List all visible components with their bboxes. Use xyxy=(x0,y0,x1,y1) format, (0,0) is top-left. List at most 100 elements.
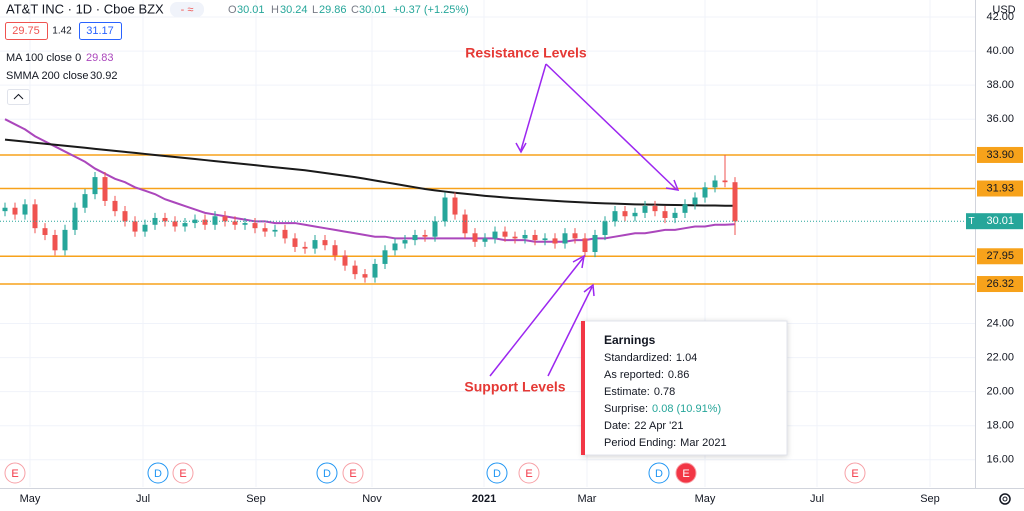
moving-average xyxy=(4,138,735,207)
candle-body xyxy=(152,217,158,225)
candle-body xyxy=(342,255,348,266)
candle-body xyxy=(562,233,568,244)
moving-average xyxy=(4,118,736,243)
candle-body xyxy=(542,238,548,241)
candle-body xyxy=(532,234,538,241)
x-tick-label: Sep xyxy=(246,493,266,505)
candle-body xyxy=(362,274,368,278)
candle-body xyxy=(442,197,448,222)
earnings-popup xyxy=(582,320,788,456)
candle-body xyxy=(82,194,88,208)
candle-body xyxy=(12,207,18,215)
low-label: L xyxy=(312,4,318,16)
resistance-label: Resistance Levels xyxy=(465,45,587,61)
arrow xyxy=(520,63,547,151)
candle-body xyxy=(452,197,458,215)
event-marker[interactable] xyxy=(172,462,194,484)
earnings-accent xyxy=(581,321,585,455)
x-tick-label: Nov xyxy=(362,493,382,505)
candle-body xyxy=(662,211,668,218)
level-label: 27.95 xyxy=(986,250,1014,262)
annotation-arrows xyxy=(489,63,680,377)
candle-body xyxy=(702,187,708,198)
candle-body xyxy=(252,223,258,229)
candle-body xyxy=(462,214,468,234)
event-marker[interactable] xyxy=(4,462,26,484)
candle-body xyxy=(472,233,478,242)
x-tick-label: Mar xyxy=(578,493,597,505)
arrow xyxy=(547,286,593,377)
candle-body xyxy=(102,177,108,201)
candle-body xyxy=(32,204,38,229)
earnings-row-label: Surprise: xyxy=(604,403,648,415)
sell-button[interactable] xyxy=(5,22,48,40)
close-label: C xyxy=(351,4,359,16)
buy-button[interactable] xyxy=(79,22,122,40)
event-marker[interactable] xyxy=(844,462,866,484)
candle-body xyxy=(42,228,48,235)
arrowhead xyxy=(583,283,595,297)
compare-toggle[interactable] xyxy=(170,2,204,17)
earnings-title: Earnings xyxy=(604,333,656,347)
event-marker[interactable] xyxy=(316,462,338,484)
earnings-row: Estimate: 0.78 xyxy=(604,386,675,398)
candle-body xyxy=(572,233,578,239)
event-marker[interactable] xyxy=(675,462,697,484)
y-tick-label: 38.00 xyxy=(986,79,1014,91)
candle-body xyxy=(382,250,388,264)
candle-body xyxy=(692,197,698,205)
x-tick-label: Sep xyxy=(920,493,940,505)
candle-body xyxy=(732,182,738,222)
earnings-row-value: 22 Apr '21 xyxy=(634,420,683,432)
earnings-row-label: Period Ending: xyxy=(604,437,676,449)
arrowhead xyxy=(515,142,527,154)
level-tag xyxy=(977,146,1023,163)
candle-body xyxy=(602,221,608,235)
candle-body xyxy=(432,221,438,237)
candle-body xyxy=(412,234,418,241)
candle-body xyxy=(92,177,98,195)
gear-hub xyxy=(1002,496,1008,502)
candle-body xyxy=(72,207,78,230)
earnings-row: As reported: 0.86 xyxy=(604,369,689,381)
candle-body xyxy=(22,204,28,215)
event-label: D xyxy=(493,468,501,480)
collapse-icon xyxy=(13,93,24,100)
y-tick-label: 40.00 xyxy=(986,45,1014,57)
earnings-row-value: 0.86 xyxy=(668,369,689,381)
x-tick-label: May xyxy=(20,493,41,505)
high-value: 30.24 xyxy=(280,4,308,16)
settings[interactable] xyxy=(999,493,1011,505)
candle-body xyxy=(322,240,328,246)
compare-icon: - ≈ xyxy=(181,4,194,16)
earnings-row-value: 1.04 xyxy=(676,352,697,364)
event-marker[interactable] xyxy=(147,462,169,484)
x-tick-label: 2021 xyxy=(472,493,496,505)
candle-body xyxy=(612,211,618,222)
earnings-row: Period Ending: Mar 2021 xyxy=(604,437,727,449)
event-marker[interactable] xyxy=(648,462,670,484)
sell-price: 29.75 xyxy=(12,25,40,37)
event-marker[interactable] xyxy=(342,462,364,484)
change: +0.37 (+1.25%) xyxy=(393,4,469,16)
y-tick-label: 22.00 xyxy=(986,351,1014,363)
candle-body xyxy=(722,180,728,183)
event-marker[interactable] xyxy=(486,462,508,484)
last-price-tag xyxy=(977,213,1023,230)
candle-body xyxy=(292,238,298,247)
event-marker[interactable] xyxy=(518,462,540,484)
earnings-row: Standardized: 1.04 xyxy=(604,352,697,364)
collapse-button[interactable] xyxy=(7,89,30,105)
support-label: Support Levels xyxy=(464,379,565,395)
event-label: E xyxy=(682,468,689,480)
arrow xyxy=(545,63,677,190)
x-tick-label: Jul xyxy=(810,493,824,505)
candle-body xyxy=(52,234,58,251)
y-tick-label: 16.00 xyxy=(986,454,1014,466)
candle-body xyxy=(212,216,218,225)
close-value: 30.01 xyxy=(359,4,387,16)
candle-body xyxy=(582,238,588,253)
event-label: E xyxy=(349,468,356,480)
